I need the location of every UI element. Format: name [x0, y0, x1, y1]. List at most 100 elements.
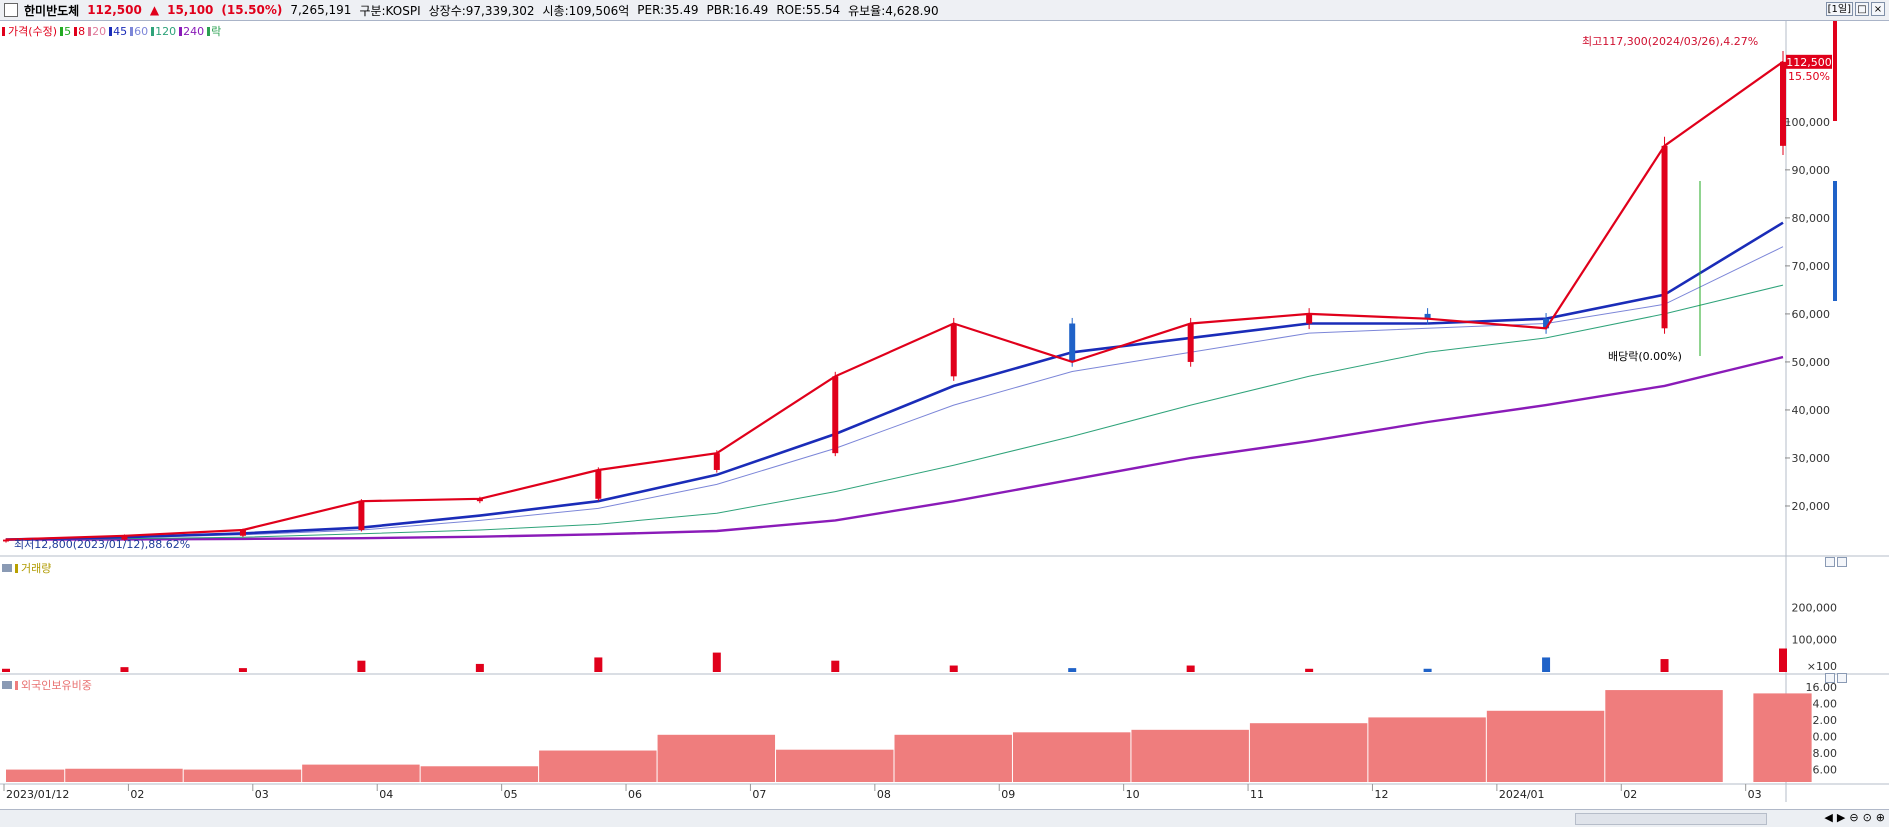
x-tick-label: 12 [1374, 788, 1388, 801]
pbr-value: PBR:16.49 [706, 3, 769, 17]
price-y-tick-label: 100,000 [1785, 116, 1831, 129]
price-y-tick-label: 50,000 [1792, 356, 1831, 369]
price-candle [1424, 313, 1431, 319]
ma-legend-item-8[interactable]: 8 [74, 23, 85, 39]
foreign-ownership-bar [302, 764, 420, 782]
x-tick-label: 09 [1001, 788, 1015, 801]
foreign-y-tick-label: 16.00 [1806, 681, 1838, 694]
price-change-percent: (15.50%) [221, 3, 283, 17]
volume-legend-title[interactable]: 거래량 [21, 562, 52, 575]
x-tick-label: 2024/01 [1499, 788, 1545, 801]
price-candle [1661, 145, 1668, 329]
x-tick-label: 02 [1623, 788, 1637, 801]
foreign-legend-title[interactable]: 외국인보유비중 [21, 679, 92, 692]
ma-legend-item-120[interactable]: 120 [151, 23, 176, 39]
x-tick-label: 07 [752, 788, 766, 801]
foreign-legend: 외국인보유비중 [2, 677, 92, 693]
reserve-ratio: 유보율:4,628.90 [848, 3, 939, 18]
ma-legend-item-60[interactable]: 60 [130, 23, 148, 39]
scroll-right-icon[interactable]: ▶ [1836, 811, 1846, 824]
ma-legend-label: 5 [64, 24, 72, 38]
chart-scrollbar[interactable] [1575, 813, 1767, 825]
volume-bar [238, 668, 247, 672]
foreign-ownership-bar [65, 768, 183, 782]
volume-y-tick-label: 100,000 [1792, 634, 1838, 647]
ma-legend-item-락[interactable]: 락 [207, 23, 221, 39]
foreign-legend-marker [15, 680, 18, 690]
stock-name[interactable]: 한미반도체 [24, 3, 80, 18]
foreign-ownership-bar [1249, 723, 1368, 782]
x-tick-label: 02 [130, 788, 144, 801]
foreign-y-tick-label: 12.00 [1806, 714, 1838, 727]
ma-legend-label: 120 [155, 24, 177, 38]
volume-panel-controls [1825, 557, 1847, 567]
listed-shares: 상장수:97,339,302 [428, 3, 535, 18]
ma-legend-item-240[interactable]: 240 [179, 23, 204, 39]
chart-menu-icon[interactable] [4, 3, 18, 17]
chart-area[interactable]: 20,000 30,000 40,000 50,000 60,000 70,000 80,0… [0, 21, 1889, 809]
foreign-ownership-bar [1368, 717, 1486, 782]
price-legend-title[interactable]: 가격(수정) [8, 25, 58, 38]
maximize-icon[interactable]: □ [1855, 2, 1869, 16]
foreign-ownership-bar [894, 734, 1012, 782]
x-tick-label: 04 [379, 788, 393, 801]
volume-bar [1423, 668, 1432, 672]
x-tick-label: 08 [877, 788, 891, 801]
low-price-annotation: 최저12,800(2023/01/12),88.62% [14, 538, 190, 551]
volume-bar [1305, 668, 1314, 672]
volume-bar [1068, 668, 1077, 672]
zoom-controls: ◀ ▶ ⊖ ⊙ ⊕ [1824, 811, 1885, 824]
price-y-tick-label: 30,000 [1792, 452, 1831, 465]
close-icon[interactable]: × [1871, 2, 1885, 16]
price-y-tick-label: 70,000 [1792, 260, 1831, 273]
price-candle [1187, 323, 1194, 362]
volume-panel-close-icon[interactable] [1837, 557, 1847, 567]
price-y-tick-label: 40,000 [1792, 404, 1831, 417]
per-value: PER:35.49 [637, 3, 699, 17]
price-y-tick-label: 90,000 [1792, 164, 1831, 177]
ma-legend-label: 20 [92, 24, 107, 38]
ma-legend-label: 240 [183, 24, 205, 38]
x-tick-label: 06 [628, 788, 642, 801]
ma-legend-marker [74, 26, 78, 36]
volume-bar [1779, 648, 1787, 672]
foreign-panel-close-icon[interactable] [1837, 673, 1847, 683]
ma-legend-marker [60, 26, 64, 36]
price-legend-marker [2, 26, 5, 36]
foreign-ownership-bar [776, 749, 894, 782]
ma-legend-item-5[interactable]: 5 [60, 23, 71, 39]
price-candle [3, 539, 9, 542]
foreign-panel-icon [2, 681, 12, 689]
foreign-panel-maximize-icon[interactable] [1825, 673, 1835, 683]
zoom-reset-icon[interactable]: ⊙ [1862, 811, 1872, 824]
volume-bar [831, 660, 840, 672]
volume-legend: 거래량 [2, 560, 51, 576]
volume-bar [594, 657, 603, 672]
price-candle [358, 501, 365, 530]
ma-legend-label: 8 [78, 24, 86, 38]
ma-legend-item-45[interactable]: 45 [109, 23, 127, 39]
zoom-in-icon[interactable]: ⊕ [1875, 811, 1885, 824]
ma-legend-marker [130, 26, 134, 36]
ma-legend-marker [207, 26, 211, 36]
x-tick-label: 11 [1250, 788, 1264, 801]
foreign-ownership-bar [1131, 729, 1249, 782]
volume-panel-icon [2, 564, 12, 572]
foreign-ownership-bar [1753, 693, 1812, 782]
dividend-annotation: 배당락(0.00%) [1608, 350, 1682, 363]
price-candle [832, 376, 839, 454]
market-label: 구분:KOSPI [359, 3, 421, 18]
last-percent-tag: 15.50% [1788, 70, 1830, 83]
zoom-out-icon[interactable]: ⊖ [1849, 811, 1859, 824]
up-arrow-icon: ▲ [149, 3, 160, 17]
ma-legend-item-20[interactable]: 20 [88, 23, 106, 39]
foreign-ownership-bar [539, 750, 657, 782]
volume-panel-maximize-icon[interactable] [1825, 557, 1835, 567]
price-candle [950, 323, 957, 377]
scroll-left-icon[interactable]: ◀ [1824, 811, 1833, 824]
period-button[interactable]: [1일] [1825, 2, 1853, 16]
foreign-ownership-bar [183, 769, 302, 782]
market-cap: 시총:109,506억 [542, 3, 630, 18]
price-candle [1780, 61, 1786, 146]
last-price-tag: 112,500 [1786, 56, 1832, 69]
